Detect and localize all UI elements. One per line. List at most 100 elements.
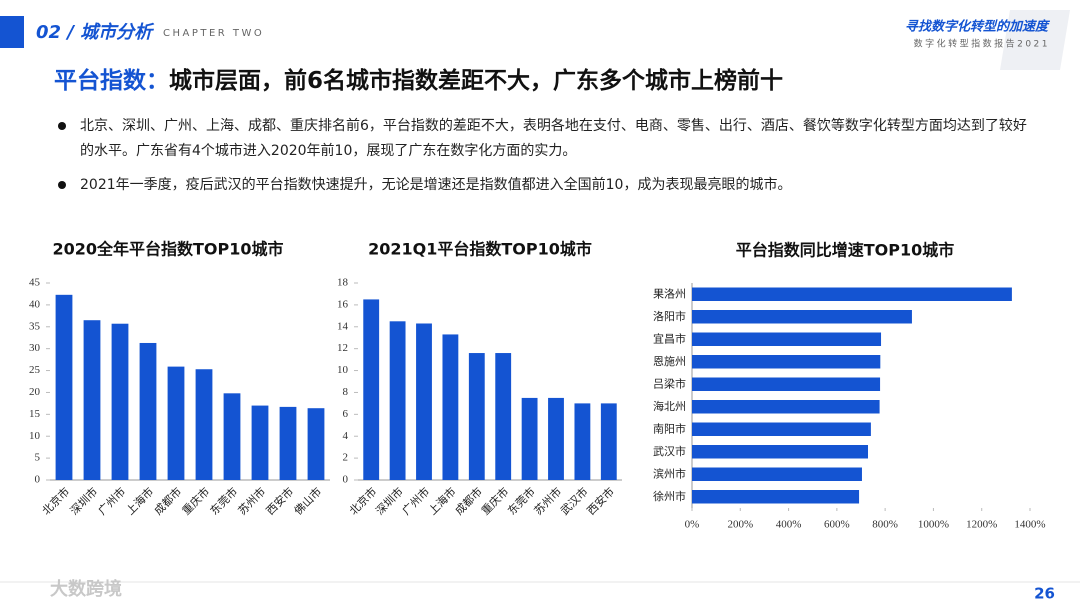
report-name: 数字化转型指数报告2021: [914, 38, 1050, 50]
y-tick-label: 武汉市: [653, 444, 686, 458]
x-tick-label: 1200%: [966, 519, 997, 531]
y-tick-label: 6: [343, 408, 349, 420]
x-tick-label: 重庆市: [478, 484, 511, 517]
x-tick-label: 东莞市: [207, 484, 240, 517]
y-tick-label: 40: [29, 298, 41, 310]
bar: [692, 400, 880, 414]
bar: [111, 323, 129, 480]
x-tick-label: 上海市: [425, 484, 458, 517]
y-tick-label: 16: [337, 298, 349, 310]
x-tick-label: 1400%: [1014, 519, 1045, 531]
y-tick-label: 20: [29, 386, 41, 398]
bar: [416, 323, 432, 480]
x-tick-label: 广州市: [95, 484, 128, 517]
x-tick-label: 重庆市: [179, 484, 212, 517]
bar: [692, 355, 881, 369]
y-tick-label: 8: [343, 386, 349, 398]
y-tick-label: 5: [35, 452, 41, 464]
y-tick-label: 洛阳市: [653, 309, 686, 323]
bar: [574, 403, 591, 480]
x-tick-label: 西安市: [584, 484, 617, 517]
watermark: 大数跨境: [50, 578, 122, 600]
y-tick-label: 12: [337, 342, 348, 354]
x-tick-label: 成都市: [452, 484, 485, 517]
chart-title: 2020全年平台指数TOP10城市: [52, 240, 283, 259]
y-tick-label: 15: [29, 408, 41, 420]
y-tick-label: 0: [343, 474, 349, 486]
bar: [692, 287, 1012, 301]
bullet-box: 北京、深圳、广州、上海、成都、重庆排名前6，平台指数的差距不大，表明各地在支付、…: [80, 118, 1027, 159]
y-tick-label: 10: [29, 430, 41, 442]
bullet-dot: [58, 181, 66, 189]
x-tick-label: 广州市: [399, 484, 432, 517]
x-tick-label: 北京市: [346, 484, 379, 517]
x-tick-label: 佛山市: [291, 484, 324, 517]
y-tick-label: 4: [343, 430, 349, 442]
headline: 平台指数：城市层面，前6名城市指数差距不大，广东多个城市上榜前十: [54, 67, 783, 94]
bar: [548, 397, 564, 480]
x-tick-label: 成都市: [151, 484, 184, 517]
x-tick-label: 200%: [727, 519, 753, 531]
bar: [195, 369, 213, 480]
chapter: CHAPTER TWO: [163, 28, 264, 39]
slogan: 寻找数字化转型的加速度: [905, 19, 1051, 35]
bar: [468, 353, 485, 480]
y-tick-label: 徐州市: [653, 489, 686, 503]
bar: [442, 334, 459, 480]
x-tick-label: 苏州市: [235, 484, 268, 517]
bar: [692, 445, 869, 459]
y-tick-label: 0: [35, 474, 41, 486]
y-tick-label: 45: [29, 277, 41, 289]
bullet-box: 2021年一季度，疫后武汉的平台指数快速提升，无论是增速还是指数值都进入全国前1…: [80, 177, 792, 193]
x-tick-label: 苏州市: [531, 484, 564, 517]
x-tick-label: 东莞市: [505, 484, 538, 517]
bar: [251, 405, 269, 480]
bar: [139, 342, 157, 480]
y-tick-label: 果洛州: [653, 286, 686, 300]
bar: [307, 408, 325, 480]
chart-title: 平台指数同比增速TOP10城市: [736, 241, 955, 260]
x-tick-label: 400%: [776, 519, 802, 531]
bar: [692, 377, 881, 391]
y-tick-label: 35: [29, 320, 41, 332]
y-tick-label: 14: [337, 320, 349, 332]
y-tick-label: 海北州: [653, 399, 686, 413]
bullet: 2021年一季度，疫后武汉的平台指数快速提升，无论是增速还是指数值都进入全国前1…: [80, 177, 792, 193]
x-tick-label: 上海市: [123, 484, 156, 517]
bar: [83, 320, 101, 480]
y-tick-label: 30: [29, 342, 41, 354]
bar: [692, 310, 912, 324]
headline-lead: 平台指数：: [54, 67, 169, 94]
bar: [363, 299, 380, 480]
bar: [600, 403, 617, 480]
y-tick-label: 18: [337, 277, 349, 289]
page-number: 26: [1034, 585, 1055, 603]
bar: [521, 397, 538, 480]
y-tick-label: 10: [337, 364, 349, 376]
bar: [692, 490, 860, 504]
x-tick-label: 深圳市: [373, 484, 406, 517]
x-tick-label: 西安市: [263, 484, 296, 517]
bar: [692, 422, 871, 436]
bar: [389, 321, 406, 480]
y-tick-label: 恩施州: [653, 355, 686, 368]
x-tick-label: 600%: [824, 519, 850, 531]
deco: [1000, 10, 1070, 70]
y-tick-label: 滨州市: [653, 466, 686, 480]
bar: [279, 406, 297, 480]
bar: [692, 332, 882, 346]
section-title: 02 / 城市分析: [36, 22, 155, 43]
bullet: 北京、深圳、广州、上海、成都、重庆排名前6，平台指数的差距不大，表明各地在支付、…: [80, 118, 1027, 159]
y-tick-label: 南阳市: [653, 421, 686, 435]
y-tick-label: 宜昌市: [653, 331, 686, 345]
x-tick-label: 1000%: [918, 519, 949, 531]
bar: [167, 366, 185, 480]
x-tick-label: 北京市: [39, 484, 72, 517]
x-tick-label: 深圳市: [67, 484, 100, 517]
x-tick-label: 0%: [685, 519, 700, 531]
headline-rest: 城市层面，前6名城市指数差距不大，广东多个城市上榜前十: [169, 67, 783, 94]
bar: [55, 294, 73, 480]
bullet-dot: [58, 122, 66, 130]
